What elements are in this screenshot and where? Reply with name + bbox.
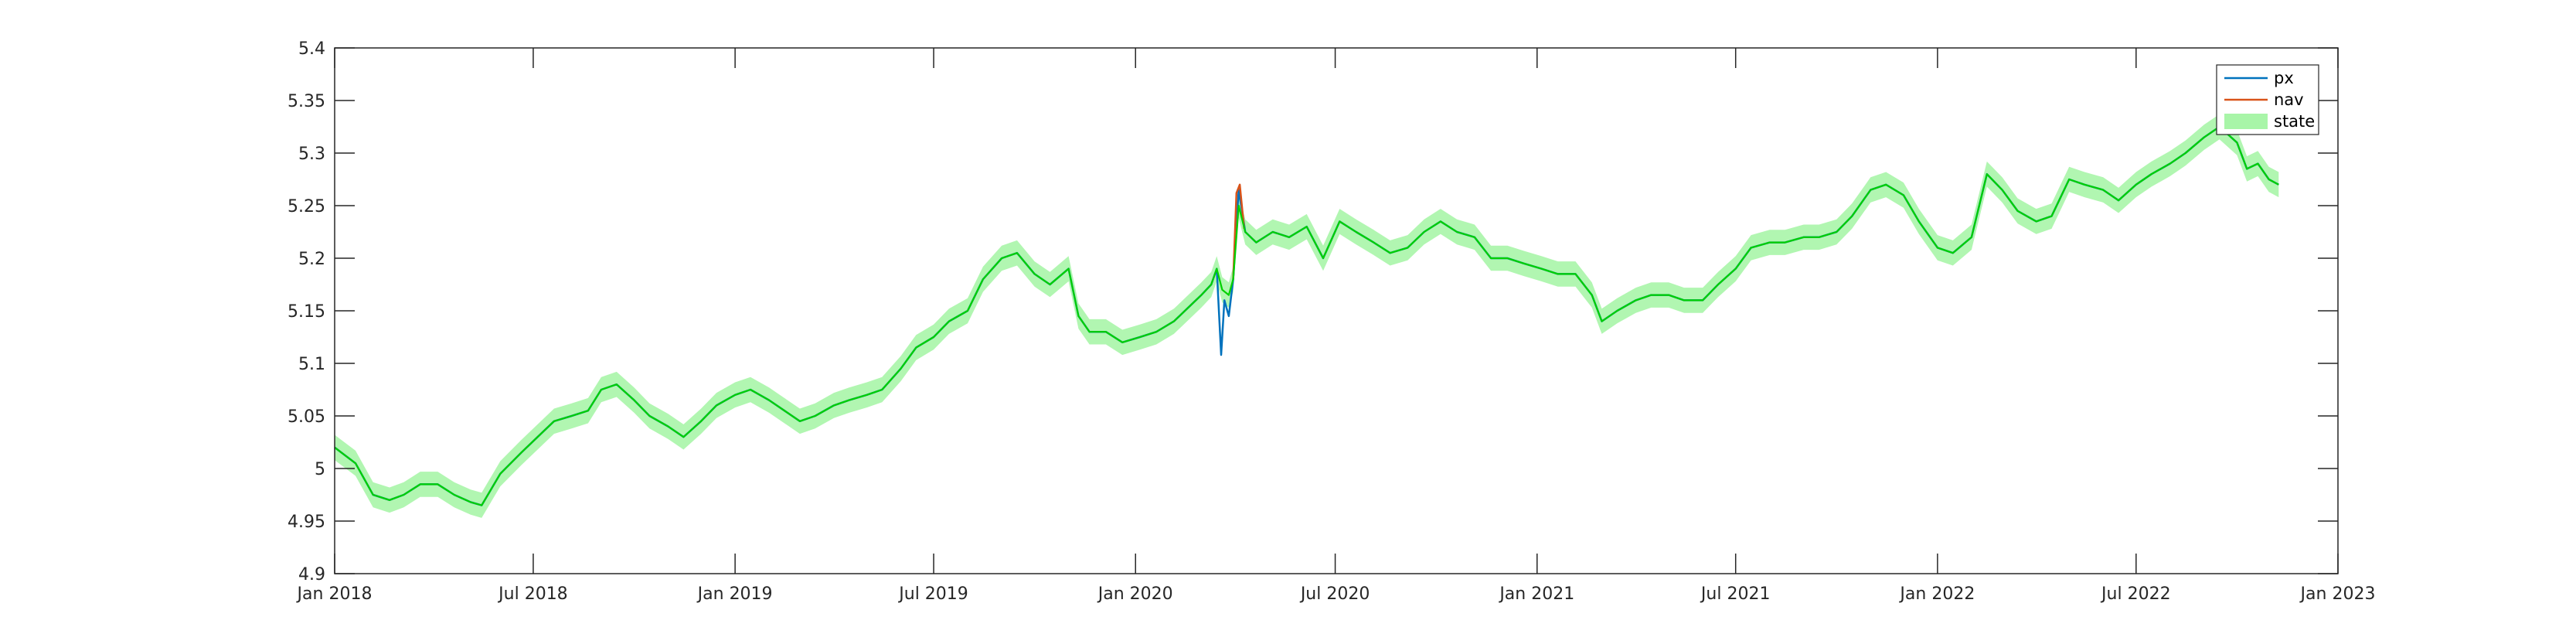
x-tick-label: Jan 2021 <box>1498 584 1574 604</box>
x-tick-label: Jul 2018 <box>497 584 568 604</box>
legend-label-px: px <box>2274 69 2294 87</box>
y-tick-label: 5.35 <box>288 92 325 111</box>
y-tick-label: 5.4 <box>298 39 325 59</box>
state-band-layer <box>335 114 2279 518</box>
x-tick-label: Jul 2019 <box>897 584 968 604</box>
y-tick-label: 4.9 <box>298 565 325 584</box>
y-tick-label: 5.25 <box>288 197 325 216</box>
x-tick-label: Jul 2021 <box>1700 584 1771 604</box>
x-tick-label: Jan 2019 <box>696 584 773 604</box>
x-tick-label: Jan 2022 <box>1898 584 1975 604</box>
series-line-state <box>334 125 2279 506</box>
x-tick-label: Jan 2018 <box>296 584 373 604</box>
y-axis: 4.9 4.95 5 5.05 5.1 5.15 5.2 5.25 5.3 5.35 5.4 <box>288 39 2338 584</box>
y-tick-label: 5.05 <box>288 407 325 427</box>
x-axis: Jan 2018 Jul 2018 Jan 2019 Jul 2019 Jan 2020… <box>296 48 2376 604</box>
legend-label-nav: nav <box>2274 90 2304 109</box>
y-tick-label: 4.95 <box>288 513 325 532</box>
y-tick-label: 5.3 <box>298 145 325 164</box>
legend-swatch-state <box>2224 114 2268 129</box>
y-tick-label: 5.15 <box>288 302 325 322</box>
y-tick-label: 5.1 <box>298 355 325 374</box>
x-tick-label: Jul 2022 <box>2100 584 2171 604</box>
state-band <box>335 114 2279 518</box>
x-tick-label: Jul 2020 <box>1299 584 1370 604</box>
legend-label-state: state <box>2274 112 2315 131</box>
y-tick-label: 5.2 <box>298 250 325 269</box>
x-tick-label: Jan 2020 <box>1097 584 1173 604</box>
series-line-nav <box>1232 183 1246 280</box>
y-tick-label: 5 <box>315 460 325 479</box>
plot-area <box>335 48 2338 574</box>
series-layer <box>334 125 2279 506</box>
legend: px nav state <box>2216 64 2319 135</box>
x-tick-label: Jan 2023 <box>2299 584 2376 604</box>
